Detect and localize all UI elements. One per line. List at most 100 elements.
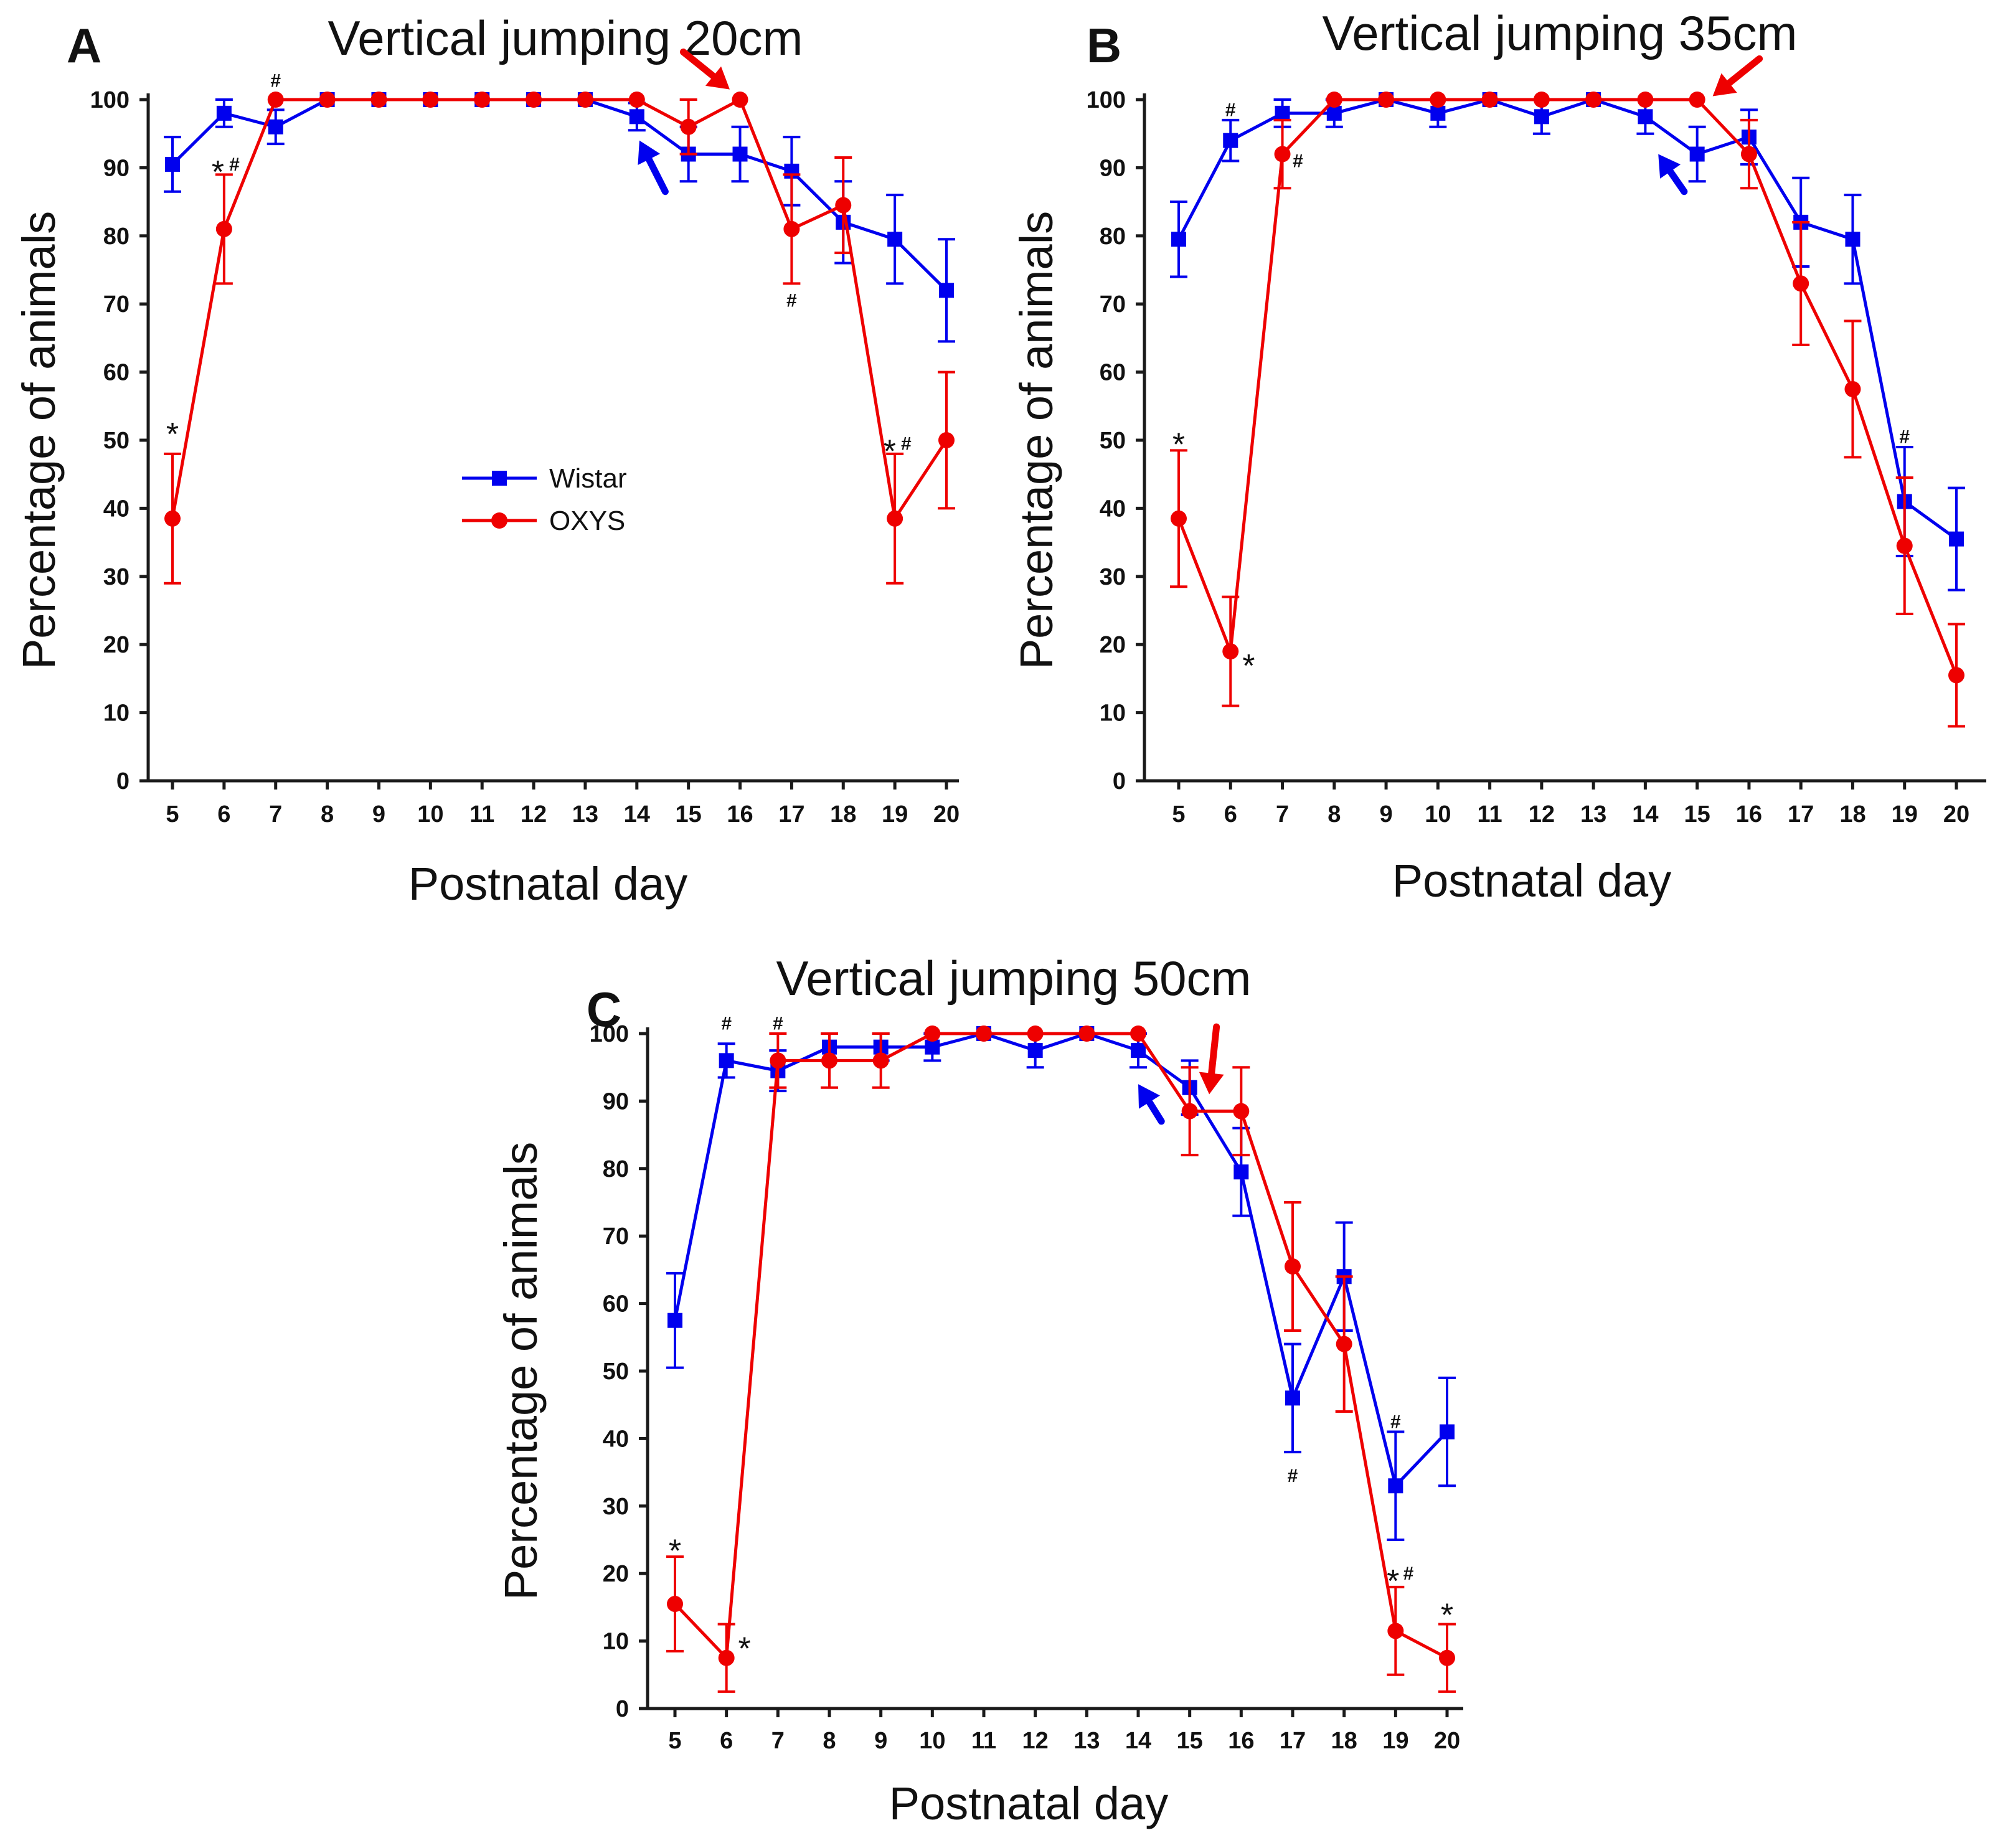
chart-panel-c: C Vertical jumping 50cm 0 10 20 30 40 50 60 70 80 9… bbox=[495, 951, 1463, 1829]
data-point bbox=[1233, 1103, 1250, 1120]
significance-mark: * bbox=[669, 1533, 681, 1569]
data-point bbox=[1326, 105, 1342, 121]
x-tick-label: 14 bbox=[624, 801, 650, 827]
y-tick-label: 60 bbox=[1100, 360, 1126, 386]
data-point bbox=[474, 92, 491, 108]
y-axis-title: Percentage of animals bbox=[1011, 211, 1062, 669]
x-tick-label: 11 bbox=[971, 1728, 996, 1754]
data-point bbox=[1171, 232, 1186, 247]
data-point bbox=[783, 220, 800, 237]
y-tick-label: 40 bbox=[603, 1426, 629, 1452]
arrow-head bbox=[705, 66, 730, 90]
x-tick-label: 6 bbox=[720, 1728, 733, 1754]
data-point bbox=[680, 118, 697, 135]
data-point bbox=[1388, 1478, 1403, 1494]
series-line bbox=[673, 1032, 1448, 1489]
data-point bbox=[1533, 92, 1550, 108]
y-tick-label: 20 bbox=[103, 632, 130, 658]
x-tick-label: 6 bbox=[1224, 801, 1237, 827]
x-tick-label: 16 bbox=[1228, 1728, 1254, 1754]
x-tick-label: 15 bbox=[1684, 801, 1710, 827]
data-point bbox=[1430, 105, 1446, 121]
x-tick-label: 19 bbox=[1892, 801, 1918, 827]
x-axis-title: Postnatal day bbox=[408, 858, 687, 910]
y-tick-label: 10 bbox=[603, 1629, 629, 1655]
significance-mark: # bbox=[786, 291, 797, 311]
legend-marker bbox=[491, 512, 507, 529]
data-point bbox=[1078, 1025, 1095, 1042]
y-tick-label: 0 bbox=[616, 1696, 629, 1722]
data-point bbox=[1439, 1649, 1455, 1666]
arrow-icon bbox=[1712, 55, 1763, 97]
series-oxys bbox=[164, 92, 955, 585]
data-point bbox=[1130, 1025, 1146, 1042]
x-tick-label: 16 bbox=[727, 801, 753, 827]
y-tick-label: 100 bbox=[590, 1021, 629, 1047]
x-tick-label: 10 bbox=[1425, 801, 1451, 827]
x-tick-label: 8 bbox=[1328, 801, 1341, 827]
x-tick-label: 9 bbox=[372, 801, 385, 827]
arrow-shaft bbox=[1725, 55, 1763, 87]
x-tick-label: 7 bbox=[771, 1728, 785, 1754]
chart-panel-b: B Vertical jumping 35cm 0 10 20 30 40 50 60 70 80 9… bbox=[1011, 6, 1986, 907]
data-point bbox=[1223, 133, 1238, 148]
x-tick-label: 19 bbox=[882, 801, 908, 827]
arrow-icon bbox=[1658, 154, 1688, 196]
x-tick-label: 16 bbox=[1736, 801, 1762, 827]
data-point bbox=[887, 510, 903, 527]
data-point bbox=[718, 1649, 735, 1666]
x-tick-label: 17 bbox=[1280, 1728, 1306, 1754]
x-axis-title: Postnatal day bbox=[1392, 855, 1671, 907]
x-tick-label: 18 bbox=[1331, 1728, 1357, 1754]
x-tick-label: 5 bbox=[166, 801, 179, 827]
x-tick-label: 8 bbox=[321, 801, 334, 827]
data-point bbox=[1285, 1258, 1301, 1275]
x-tick-label: 7 bbox=[1276, 801, 1289, 827]
data-point bbox=[1637, 92, 1654, 108]
series-line bbox=[171, 97, 948, 523]
x-tick-label: 15 bbox=[676, 801, 702, 827]
series-line bbox=[674, 1032, 1448, 1662]
x-tick-label: 12 bbox=[521, 801, 547, 827]
data-point bbox=[1793, 275, 1809, 292]
data-point bbox=[526, 92, 542, 108]
legend-marker bbox=[492, 471, 507, 486]
chart-panel-a: A Vertical jumping 20cm 0 10 20 30 40 50 60 70 80 9… bbox=[13, 11, 960, 910]
y-tick-label: 40 bbox=[103, 496, 130, 522]
significance-mark: * bbox=[1242, 648, 1255, 684]
series-wistar bbox=[164, 92, 955, 343]
x-tick-label: 17 bbox=[778, 801, 804, 827]
y-tick-label: 80 bbox=[603, 1156, 629, 1182]
data-point bbox=[835, 197, 852, 214]
x-tick-label: 14 bbox=[1632, 801, 1658, 827]
data-point bbox=[165, 156, 180, 172]
series-wistar bbox=[666, 1026, 1456, 1541]
significance-mark: # bbox=[901, 433, 912, 454]
data-point bbox=[1896, 537, 1913, 554]
legend-label: Wistar bbox=[549, 463, 627, 494]
legend: Wistar OXYS bbox=[462, 463, 627, 536]
data-point bbox=[770, 1052, 786, 1069]
data-point bbox=[1440, 1424, 1455, 1440]
x-tick-label: 20 bbox=[1943, 801, 1969, 827]
y-tick-label: 70 bbox=[103, 291, 130, 318]
y-tick-label: 30 bbox=[603, 1494, 629, 1520]
data-point bbox=[1638, 109, 1653, 125]
chart-title: Vertical jumping 20cm bbox=[328, 11, 803, 65]
data-point bbox=[267, 92, 284, 108]
x-tick-label: 20 bbox=[933, 801, 960, 827]
data-point bbox=[1336, 1336, 1352, 1352]
data-point bbox=[1689, 146, 1705, 162]
series-line bbox=[1177, 98, 1958, 540]
significance-mark: * bbox=[884, 433, 896, 469]
x-tick-label: 10 bbox=[919, 1728, 945, 1754]
chart-title: Vertical jumping 50cm bbox=[776, 951, 1251, 1006]
y-tick-label: 20 bbox=[1100, 632, 1126, 658]
y-tick-label: 10 bbox=[1100, 700, 1126, 727]
x-tick-label: 20 bbox=[1434, 1728, 1460, 1754]
significance-mark: # bbox=[773, 1014, 783, 1034]
arrow-shaft bbox=[1146, 1098, 1165, 1125]
series-line bbox=[171, 98, 948, 292]
x-tick-label: 5 bbox=[668, 1728, 681, 1754]
significance-mark: # bbox=[1293, 151, 1303, 171]
